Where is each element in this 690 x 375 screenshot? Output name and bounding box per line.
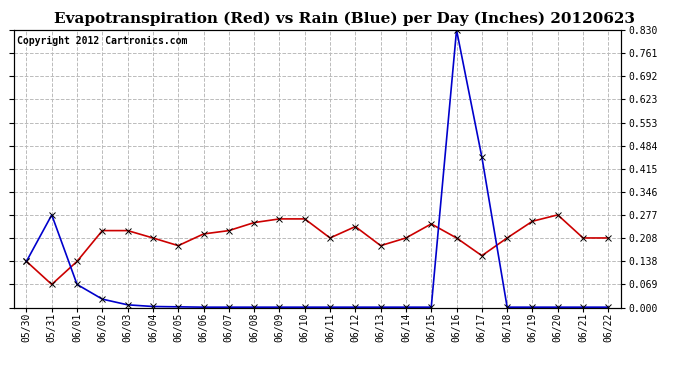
Text: Copyright 2012 Cartronics.com: Copyright 2012 Cartronics.com [17,36,187,46]
Text: Evapotranspiration (Red) vs Rain (Blue) per Day (Inches) 20120623: Evapotranspiration (Red) vs Rain (Blue) … [55,11,635,26]
